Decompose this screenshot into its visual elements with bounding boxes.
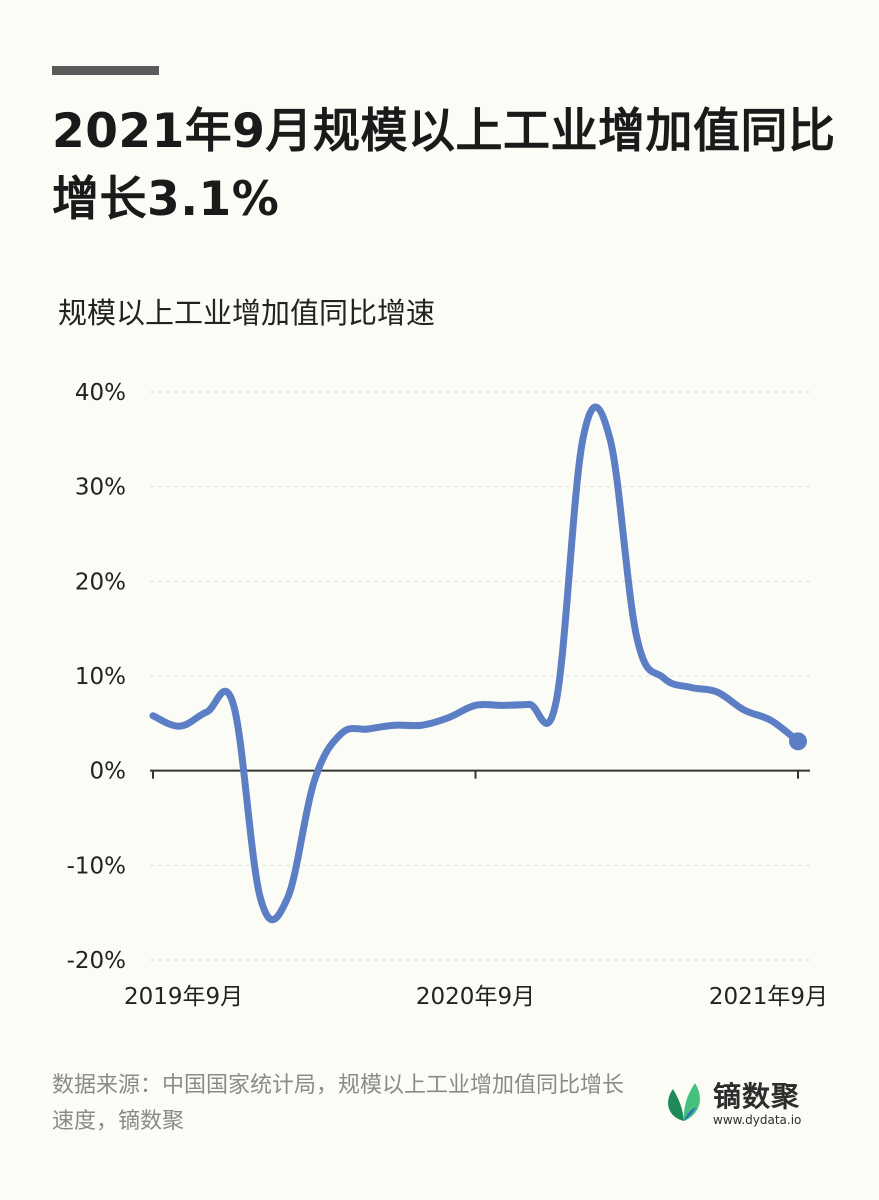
series-line (149, 403, 802, 924)
line-chart: 40% 30% 20% 10% 0% -10% -20% 2019年9月 2020年9月 2021… (67, 380, 828, 1010)
x-tick-label: 2021年9月 (709, 984, 828, 1010)
leaf-icon (668, 1083, 700, 1121)
y-tick-label: 10% (75, 664, 126, 690)
brand-logo: 镝数聚 www.dydata.io (663, 1075, 823, 1135)
brand-url: www.dydata.io (713, 1113, 802, 1127)
last-point-marker (789, 732, 807, 751)
decorative-top-bar (52, 66, 159, 75)
source-note: 数据来源：中国国家统计局，规模以上工业增加值同比增长速度，镝数聚 (52, 1073, 625, 1134)
x-tick-label: 2019年9月 (124, 984, 243, 1010)
y-tick-label: 40% (75, 380, 126, 406)
chart-subtitle: 规模以上工业增加值同比增速 (58, 296, 436, 330)
brand-name: 镝数聚 (713, 1080, 801, 1113)
page-title: 2021年9月规模以上工业增加值同比增长3.1% (52, 104, 836, 227)
y-tick-label: -20% (67, 948, 126, 974)
y-tick-label: 20% (75, 569, 126, 595)
y-tick-label: 0% (90, 759, 127, 785)
x-tick-label: 2020年9月 (416, 984, 535, 1010)
y-tick-label: 30% (75, 475, 126, 501)
y-tick-label: -10% (67, 853, 126, 879)
